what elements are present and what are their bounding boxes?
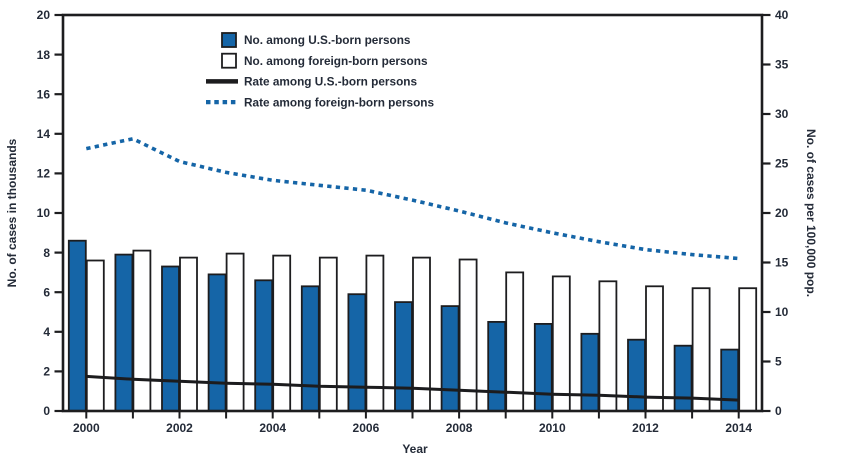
bar-us-born-2012: [627, 338, 646, 412]
y-left-tick-label-2: 2: [43, 365, 50, 379]
y-right-tick-label-20: 20: [775, 206, 789, 220]
x-tick-label-2012: 2012: [632, 421, 659, 435]
bar-foreign-born-2010: [551, 275, 571, 412]
legend-label-0: No. among U.S.-born persons: [244, 33, 411, 47]
bar-us-born-2006: [347, 293, 367, 412]
bar-foreign-born-2013: [691, 287, 711, 412]
x-tick-label-2014: 2014: [725, 421, 752, 435]
rate-line-foreign-born: [85, 137, 739, 261]
y-right-tick-label-0: 0: [775, 404, 782, 418]
x-tick-label-2006: 2006: [353, 421, 380, 435]
x-tick-label-2004: 2004: [259, 421, 286, 435]
y-left-tick-label-8: 8: [43, 246, 50, 260]
bar-us-born-2004: [254, 279, 274, 412]
y-left-axis-title: No. of cases in thousands: [5, 138, 19, 287]
bar-foreign-born-2012: [645, 285, 664, 412]
y-right-tick-label-40: 40: [775, 8, 789, 22]
bar-us-born-2000: [67, 239, 87, 412]
bar-foreign-born-2003: [225, 252, 245, 412]
bar-foreign-born-2001: [132, 249, 152, 412]
rate-lines-layer: [85, 137, 739, 402]
bar-foreign-born-2004: [272, 254, 292, 412]
bar-foreign-born-2009: [505, 271, 525, 412]
axis-ticks: [54, 13, 771, 419]
x-tick-label-2010: 2010: [539, 421, 566, 435]
y-left-tick-label-10: 10: [37, 206, 51, 220]
y-left-tick-label-0: 0: [43, 404, 50, 418]
y-left-tick-label-20: 20: [37, 8, 51, 22]
bar-foreign-born-2011: [598, 280, 618, 412]
y-right-tick-label-35: 35: [775, 58, 789, 72]
bar-foreign-born-2000: [85, 259, 105, 412]
y-right-tick-label-10: 10: [775, 305, 789, 319]
y-right-axis-title: No. of cases per 100,000 pop.: [804, 129, 818, 297]
legend-swatch-us-born-bar: [221, 32, 237, 48]
y-left-tick-label-18: 18: [37, 48, 51, 62]
y-right-tick-label-25: 25: [775, 157, 789, 171]
bars-layer: [67, 239, 758, 412]
legend-label-2: Rate among U.S.-born persons: [244, 75, 417, 89]
legend: No. among U.S.-born persons No. among for…: [206, 32, 435, 109]
x-tick-label-2000: 2000: [73, 421, 100, 435]
bar-us-born-2011: [580, 332, 600, 412]
bar-us-born-2001: [114, 253, 134, 412]
bar-foreign-born-2008: [458, 258, 478, 412]
legend-swatch-foreign-born-bar: [221, 52, 237, 69]
x-axis-title: Year: [402, 442, 428, 456]
y-left-tick-label-12: 12: [37, 167, 51, 181]
y-left-tick-label-6: 6: [43, 285, 50, 299]
rate-line-us-born: [86, 374, 739, 402]
y-left-tick-label-4: 4: [43, 325, 50, 339]
bar-us-born-2007: [394, 301, 413, 412]
y-left-tick-label-16: 16: [37, 87, 51, 101]
x-tick-label-2008: 2008: [446, 421, 473, 435]
x-tick-label-2002: 2002: [166, 421, 193, 435]
y-right-tick-label-5: 5: [775, 355, 782, 369]
bar-us-born-2014: [720, 348, 740, 412]
y-right-tick-label-30: 30: [775, 107, 789, 121]
y-right-tick-label-15: 15: [775, 256, 789, 270]
bar-us-born-2013: [673, 344, 693, 412]
bar-us-born-2008: [440, 305, 460, 412]
bar-us-born-2005: [300, 285, 320, 412]
bar-us-born-2010: [533, 322, 553, 412]
legend-label-1: No. among foreign-born persons: [244, 54, 428, 68]
y-left-tick-label-14: 14: [37, 127, 51, 141]
bar-foreign-born-2002: [179, 256, 198, 412]
bar-us-born-2009: [487, 320, 507, 412]
bar-foreign-born-2014: [738, 287, 758, 412]
bar-us-born-2003: [207, 273, 227, 412]
bar-us-born-2002: [161, 265, 180, 412]
axis-tick-labels: 0 2 4 6 8 10 12 14 16 18 20 0 5 10 15 20 25 30 35 40 2000 200…: [37, 8, 789, 435]
legend-label-3: Rate among foreign-born persons: [244, 95, 435, 109]
